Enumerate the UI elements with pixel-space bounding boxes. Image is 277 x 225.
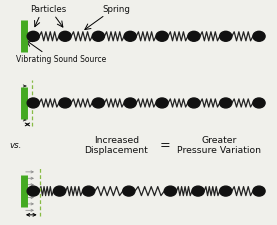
Circle shape (59, 32, 71, 42)
Circle shape (253, 99, 265, 108)
Circle shape (92, 32, 104, 42)
Text: Particles: Particles (30, 4, 66, 13)
Circle shape (192, 186, 204, 196)
Circle shape (124, 99, 136, 108)
Circle shape (220, 186, 232, 196)
Text: Increased
Displacement: Increased Displacement (84, 135, 148, 155)
Circle shape (27, 99, 39, 108)
Circle shape (27, 186, 39, 196)
Circle shape (188, 99, 200, 108)
Circle shape (156, 99, 168, 108)
Text: =: = (160, 139, 170, 152)
Text: Spring: Spring (102, 4, 130, 13)
Circle shape (53, 186, 66, 196)
Circle shape (220, 32, 232, 42)
Circle shape (27, 32, 39, 42)
Text: vs.: vs. (9, 141, 21, 150)
Circle shape (123, 186, 135, 196)
Circle shape (59, 99, 71, 108)
Circle shape (124, 32, 136, 42)
Circle shape (253, 32, 265, 42)
Text: Vibrating Sound Source: Vibrating Sound Source (16, 55, 106, 64)
Circle shape (92, 99, 104, 108)
Circle shape (164, 186, 176, 196)
Text: Greater
Pressure Variation: Greater Pressure Variation (177, 135, 261, 155)
Circle shape (220, 99, 232, 108)
Circle shape (188, 32, 200, 42)
Circle shape (156, 32, 168, 42)
Circle shape (83, 186, 95, 196)
Circle shape (253, 186, 265, 196)
